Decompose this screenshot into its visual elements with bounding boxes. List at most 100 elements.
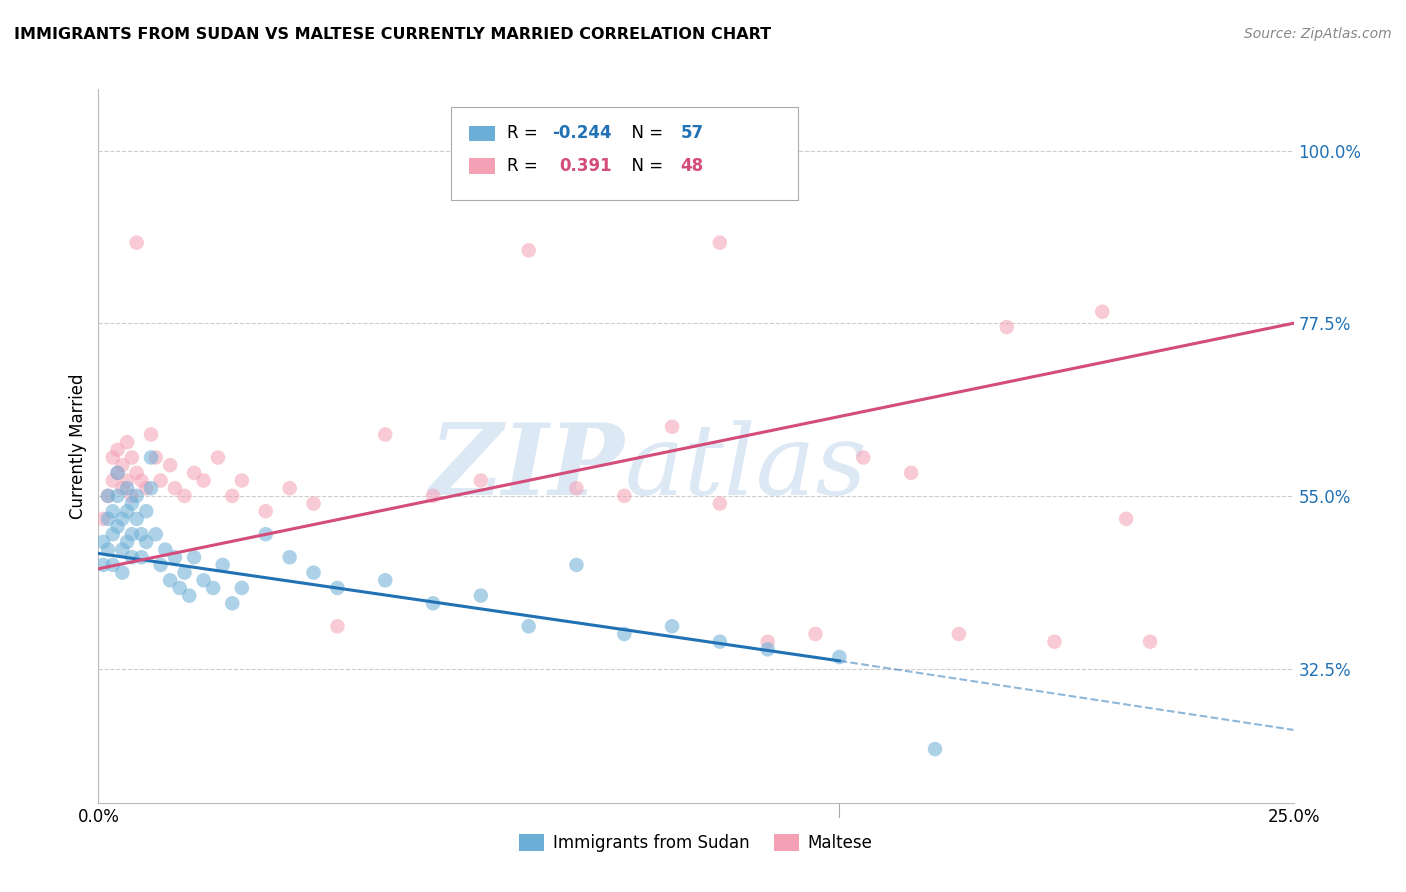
Point xyxy=(804,627,827,641)
Point xyxy=(135,481,157,495)
Point xyxy=(278,550,301,565)
Text: IMMIGRANTS FROM SUDAN VS MALTESE CURRENTLY MARRIED CORRELATION CHART: IMMIGRANTS FROM SUDAN VS MALTESE CURRENT… xyxy=(14,27,770,42)
Point xyxy=(101,474,124,488)
Point xyxy=(326,619,349,633)
Point xyxy=(613,489,636,503)
Point xyxy=(111,481,134,495)
Point xyxy=(995,320,1018,334)
Point xyxy=(101,558,124,572)
Text: ZIP: ZIP xyxy=(429,419,624,516)
Point xyxy=(97,489,120,503)
Text: R =: R = xyxy=(508,125,543,143)
Point xyxy=(326,581,349,595)
Point xyxy=(97,489,120,503)
Point xyxy=(135,535,157,549)
Point xyxy=(121,550,143,565)
Point xyxy=(125,512,148,526)
Point xyxy=(131,550,153,565)
Point xyxy=(91,512,114,526)
Point xyxy=(107,519,129,533)
Point xyxy=(924,742,946,756)
Point xyxy=(756,642,779,657)
Point xyxy=(121,527,143,541)
Bar xyxy=(470,159,495,174)
Text: 57: 57 xyxy=(681,125,703,143)
Point xyxy=(173,489,195,503)
Point xyxy=(254,504,277,518)
Point xyxy=(302,497,325,511)
Point xyxy=(179,589,201,603)
Point xyxy=(107,489,129,503)
Point xyxy=(211,558,233,572)
Point xyxy=(91,535,114,549)
Point xyxy=(101,504,124,518)
Point xyxy=(173,566,195,580)
Point xyxy=(139,481,162,495)
Point xyxy=(374,574,396,588)
Point xyxy=(107,442,129,457)
Point xyxy=(149,558,172,572)
Point xyxy=(254,527,277,541)
Point xyxy=(115,504,138,518)
Text: -0.244: -0.244 xyxy=(553,125,612,143)
Text: N =: N = xyxy=(620,125,668,143)
Point xyxy=(231,581,253,595)
Point xyxy=(852,450,875,465)
Point xyxy=(565,558,588,572)
Bar xyxy=(470,126,495,141)
Point xyxy=(470,589,492,603)
Point xyxy=(517,244,540,258)
Point xyxy=(374,427,396,442)
Point xyxy=(278,481,301,495)
Point xyxy=(709,235,731,250)
Text: N =: N = xyxy=(620,157,668,175)
Point xyxy=(709,634,731,648)
Point xyxy=(115,535,138,549)
Point xyxy=(183,466,205,480)
Point xyxy=(169,581,191,595)
Point xyxy=(221,596,243,610)
Point xyxy=(107,466,129,480)
Point xyxy=(709,497,731,511)
Point xyxy=(1091,304,1114,318)
Point xyxy=(145,450,167,465)
Point xyxy=(900,466,922,480)
Point xyxy=(97,512,120,526)
Point xyxy=(422,489,444,503)
Text: R =: R = xyxy=(508,157,543,175)
Point xyxy=(207,450,229,465)
Point xyxy=(131,527,153,541)
Point xyxy=(135,504,157,518)
Point xyxy=(828,650,851,665)
Point xyxy=(1115,512,1137,526)
Point xyxy=(517,619,540,633)
Point xyxy=(422,596,444,610)
Point xyxy=(159,458,181,473)
Point xyxy=(115,481,138,495)
Y-axis label: Currently Married: Currently Married xyxy=(69,373,87,519)
Point xyxy=(145,527,167,541)
Point xyxy=(149,474,172,488)
Point xyxy=(193,474,215,488)
Point xyxy=(139,427,162,442)
Point xyxy=(1043,634,1066,648)
Point xyxy=(613,627,636,641)
Point xyxy=(1139,634,1161,648)
Point xyxy=(111,566,134,580)
Point xyxy=(111,512,134,526)
Point xyxy=(163,481,186,495)
Point xyxy=(125,489,148,503)
Point xyxy=(661,419,683,434)
Point xyxy=(163,550,186,565)
Point xyxy=(91,558,114,572)
Point xyxy=(155,542,177,557)
Point xyxy=(756,634,779,648)
Text: 0.391: 0.391 xyxy=(560,157,613,175)
Point xyxy=(661,619,683,633)
Point xyxy=(101,527,124,541)
Point xyxy=(221,489,243,503)
Legend: Immigrants from Sudan, Maltese: Immigrants from Sudan, Maltese xyxy=(513,827,879,859)
Point xyxy=(115,435,138,450)
Point xyxy=(183,550,205,565)
Point xyxy=(159,574,181,588)
